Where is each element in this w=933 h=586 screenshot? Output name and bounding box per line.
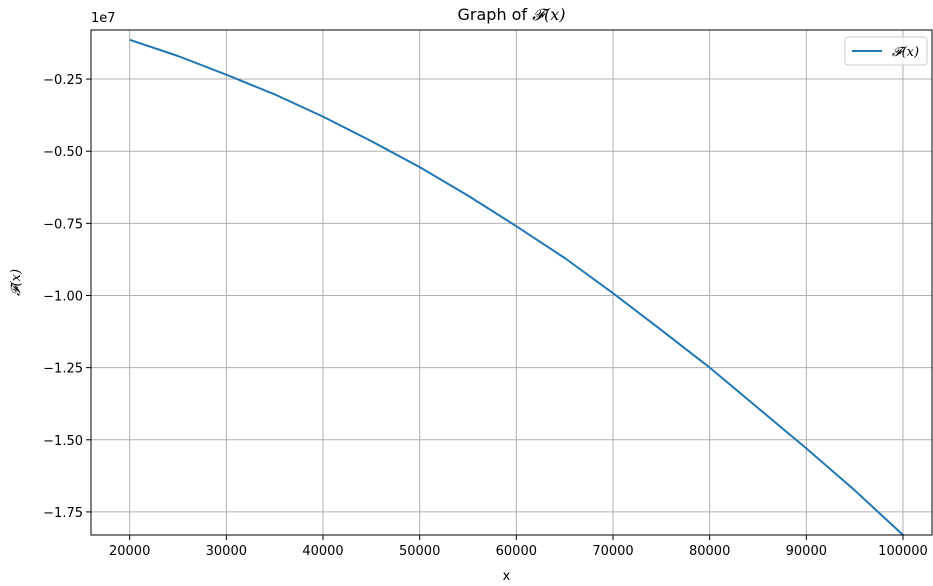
x-tick-label: 100000 bbox=[878, 544, 928, 559]
series-line-0 bbox=[129, 38, 904, 536]
chart-title-prefix: Graph of bbox=[458, 5, 533, 24]
series-layer bbox=[129, 38, 904, 536]
legend-entry-label: 𝓕(x) bbox=[892, 45, 919, 60]
chart-title: Graph of 𝓕(x) bbox=[458, 5, 566, 24]
x-tick-label: 20000 bbox=[109, 544, 150, 559]
plot-frame bbox=[90, 29, 933, 536]
legend-box bbox=[844, 36, 928, 66]
chart-title-math: 𝓕(x) bbox=[532, 5, 565, 24]
y-offset-label: 1e7 bbox=[91, 11, 116, 26]
x-tick-label: 90000 bbox=[786, 544, 827, 559]
y-axis-label: 𝓕(x) bbox=[9, 269, 24, 296]
x-tick-label: 70000 bbox=[592, 544, 633, 559]
y-tick-label: −0.25 bbox=[43, 73, 83, 88]
x-tick-label: 30000 bbox=[206, 544, 247, 559]
x-axis: 20000 30000 40000 50000 60000 70000 80000 90000… bbox=[109, 535, 928, 559]
grid bbox=[91, 30, 932, 535]
y-tick-label: −1.00 bbox=[43, 289, 83, 304]
y-tick-label: −0.75 bbox=[43, 217, 83, 232]
y-tick-label: −1.25 bbox=[43, 362, 83, 377]
x-tick-label: 40000 bbox=[302, 544, 343, 559]
y-axis: −1.75 −1.50 −1.25 −1.00 −0.75 −0.50 −0.25 bbox=[43, 73, 91, 521]
x-tick-label: 50000 bbox=[399, 544, 440, 559]
legend: 𝓕(x) bbox=[844, 36, 928, 66]
x-tick-label: 60000 bbox=[496, 544, 537, 559]
y-tick-label: −1.50 bbox=[43, 434, 83, 449]
x-tick-label: 80000 bbox=[689, 544, 730, 559]
y-tick-label: −1.75 bbox=[43, 506, 83, 521]
x-axis-label: x bbox=[503, 569, 511, 584]
y-tick-label: −0.50 bbox=[43, 145, 83, 160]
